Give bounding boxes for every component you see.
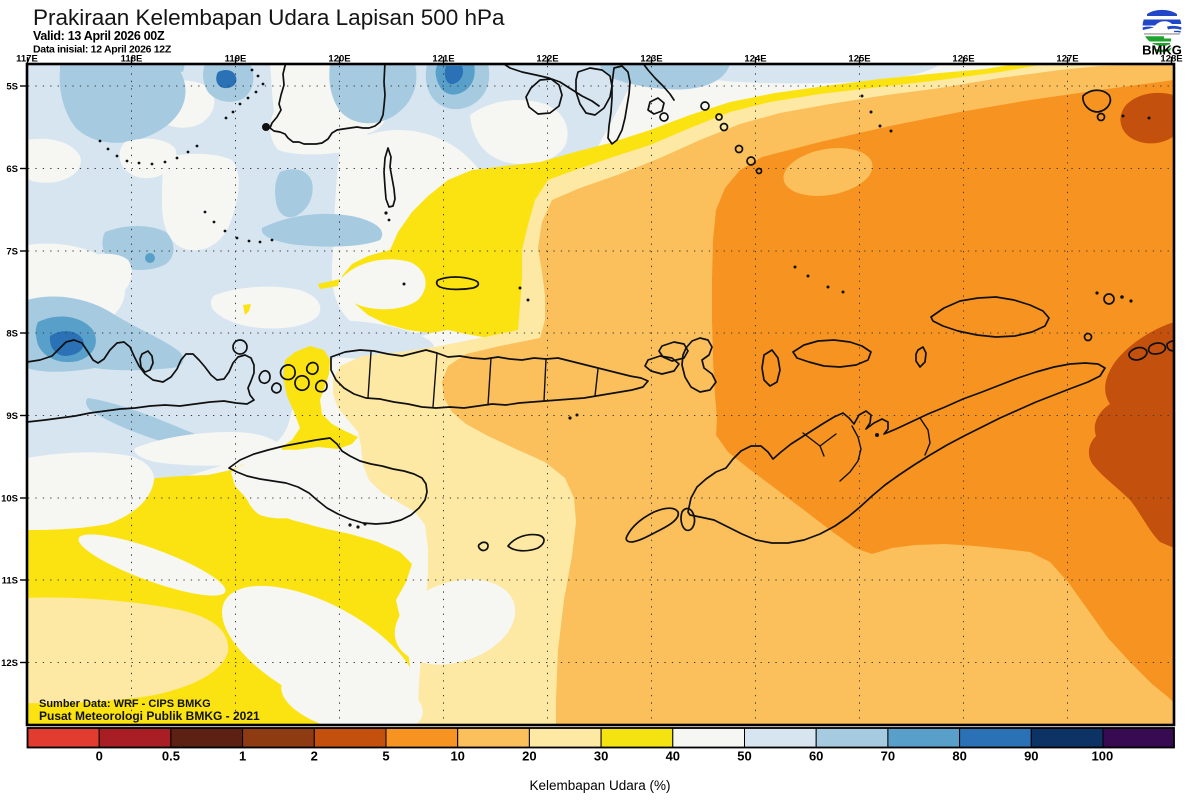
svg-text:127E: 127E [1056, 54, 1078, 65]
svg-text:8S: 8S [6, 329, 18, 340]
svg-text:60: 60 [809, 749, 823, 764]
svg-text:Pusat Meteorologi Publik BMKG: Pusat Meteorologi Publik BMKG - 2021 [39, 709, 260, 723]
svg-text:10S: 10S [1, 494, 18, 505]
svg-text:120E: 120E [328, 54, 350, 65]
svg-text:BMKG: BMKG [1142, 43, 1182, 58]
svg-text:1: 1 [239, 749, 246, 764]
svg-text:5S: 5S [6, 82, 18, 93]
svg-text:40: 40 [666, 749, 680, 764]
svg-text:6S: 6S [6, 164, 18, 175]
svg-text:117E: 117E [16, 54, 38, 65]
svg-text:118E: 118E [121, 54, 143, 65]
svg-text:125E: 125E [848, 54, 870, 65]
svg-text:119E: 119E [225, 54, 247, 65]
svg-text:7S: 7S [6, 247, 18, 258]
svg-text:Data inisial: 12 April 2026 12: Data inisial: 12 April 2026 12Z [33, 44, 172, 56]
svg-text:50: 50 [737, 749, 751, 764]
svg-text:20: 20 [522, 749, 536, 764]
svg-text:10: 10 [450, 749, 464, 764]
svg-text:124E: 124E [744, 54, 766, 65]
svg-text:Kelembapan Udara (%): Kelembapan Udara (%) [529, 778, 670, 793]
svg-text:100: 100 [1092, 749, 1114, 764]
svg-text:Valid: 13 April 2026 00Z: Valid: 13 April 2026 00Z [33, 29, 165, 43]
svg-text:128E: 128E [1160, 54, 1182, 65]
svg-text:90: 90 [1024, 749, 1038, 764]
svg-text:30: 30 [594, 749, 608, 764]
svg-text:12S: 12S [1, 658, 18, 669]
svg-text:121E: 121E [432, 54, 454, 65]
svg-text:122E: 122E [536, 54, 558, 65]
svg-text:11S: 11S [2, 576, 18, 587]
svg-text:126E: 126E [952, 54, 974, 65]
svg-text:9S: 9S [6, 411, 18, 422]
svg-text:123E: 123E [640, 54, 662, 65]
svg-text:2: 2 [311, 749, 318, 764]
svg-text:Prakiraan Kelembapan Udara Lap: Prakiraan Kelembapan Udara Lapisan 500 h… [33, 5, 505, 30]
svg-text:Sumber Data: WRF - CIPS BMKG: Sumber Data: WRF - CIPS BMKG [39, 698, 211, 710]
svg-text:70: 70 [881, 749, 895, 764]
svg-text:80: 80 [952, 749, 966, 764]
svg-text:0.5: 0.5 [162, 749, 180, 764]
svg-text:5: 5 [382, 749, 389, 764]
svg-text:0: 0 [96, 749, 103, 764]
